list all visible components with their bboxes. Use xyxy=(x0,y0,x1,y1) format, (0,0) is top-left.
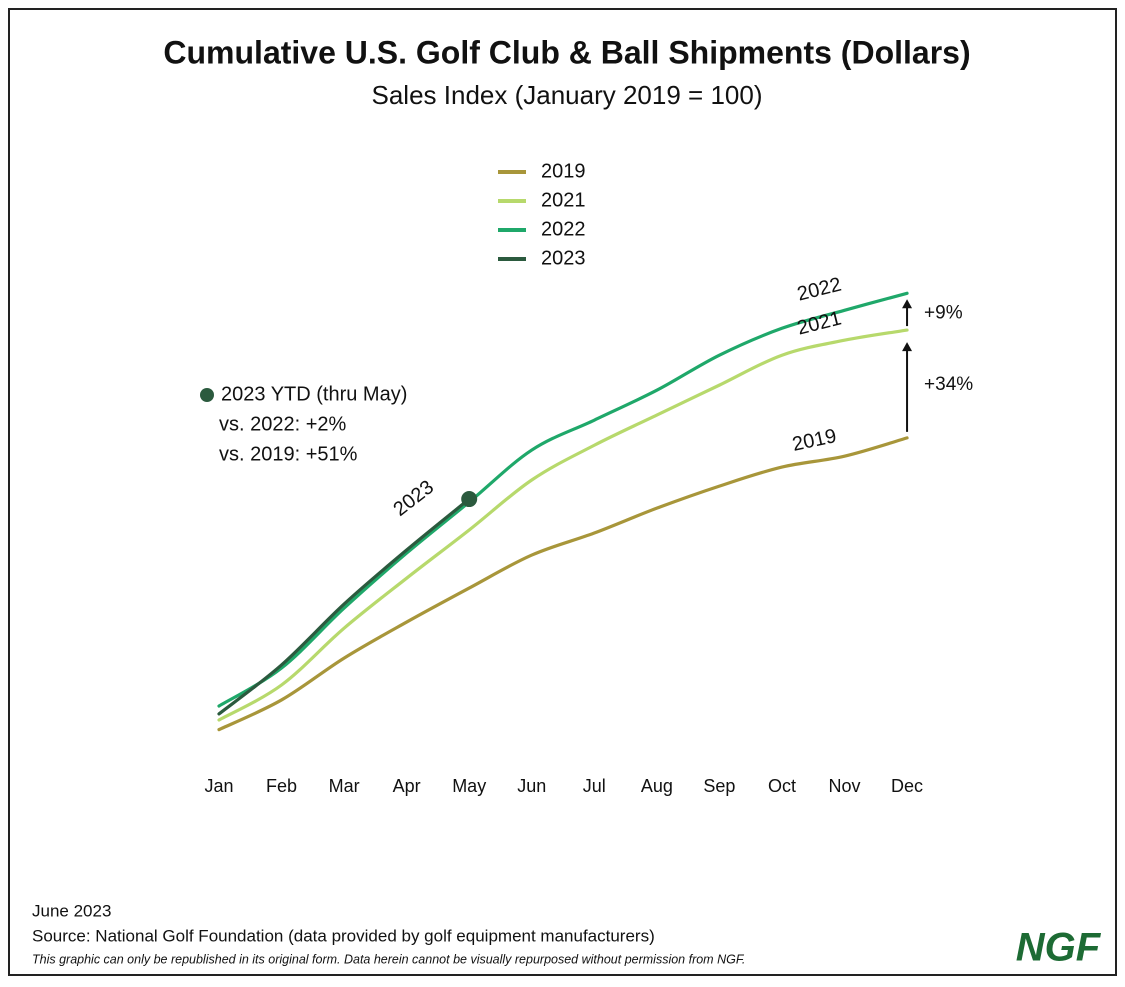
x-tick-label: Apr xyxy=(393,776,421,796)
series-line xyxy=(217,436,909,732)
footer-date: June 2023 xyxy=(32,901,111,920)
x-tick-label: Sep xyxy=(703,776,735,796)
frame xyxy=(8,8,1117,976)
series-line xyxy=(217,328,909,722)
logo: NGF xyxy=(1016,926,1102,970)
x-tick-label: Dec xyxy=(891,776,923,796)
x-tick-label: Nov xyxy=(828,776,860,796)
x-tick-label: Mar xyxy=(329,776,360,796)
chart-title: Cumulative U.S. Golf Club & Ball Shipmen… xyxy=(163,34,970,70)
arrow-head xyxy=(902,299,913,309)
x-tick-label: Jan xyxy=(204,776,233,796)
chart-subtitle: Sales Index (January 2019 = 100) xyxy=(372,80,763,110)
annotation: +9% xyxy=(924,303,963,324)
legend-label: 2021 xyxy=(541,189,586,211)
x-tick-label: Oct xyxy=(768,776,796,796)
footer-source: Source: National Golf Foundation (data p… xyxy=(32,926,655,945)
annotation: +34% xyxy=(924,374,973,395)
legend-label: 2022 xyxy=(541,218,586,240)
x-tick-label: Jun xyxy=(517,776,546,796)
legend-label: 2019 xyxy=(541,160,586,182)
x-tick-label: Jul xyxy=(583,776,606,796)
legend-label: 2023 xyxy=(541,247,586,269)
legend: 2019 2021 2022 2023 xyxy=(498,160,586,269)
annotation-dot xyxy=(200,388,214,402)
series-line xyxy=(217,291,909,708)
x-tick-label: May xyxy=(452,776,486,796)
annotation: 2023 YTD (thru May) xyxy=(221,383,407,405)
endpoint-dot xyxy=(461,491,478,508)
footer-disclaimer: This graphic can only be republished in … xyxy=(32,952,745,966)
x-tick-label: Aug xyxy=(641,776,673,796)
annotation: vs. 2019: +51% xyxy=(219,443,358,465)
annotation: vs. 2022: +2% xyxy=(219,413,347,435)
series-line xyxy=(217,497,471,716)
x-tick-label: Feb xyxy=(266,776,297,796)
arrow-head xyxy=(902,342,913,352)
